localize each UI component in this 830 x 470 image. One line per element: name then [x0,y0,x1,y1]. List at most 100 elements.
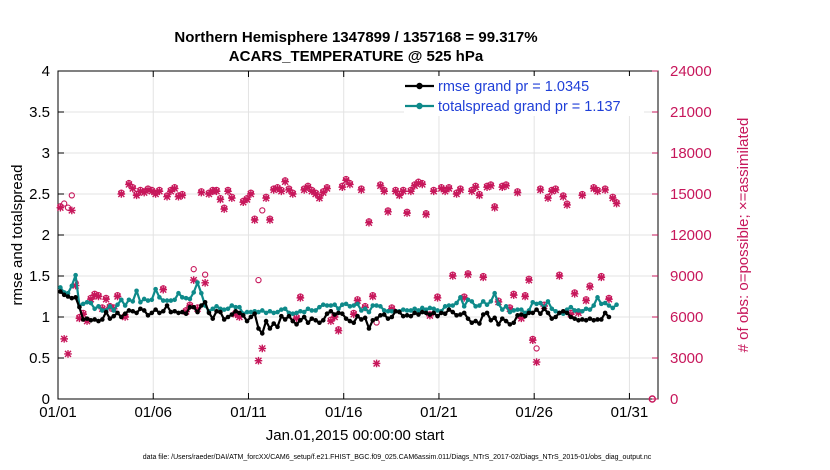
totalspread-point [343,301,349,307]
obs-assimilated-point [87,295,95,304]
totalspread-point [385,308,391,314]
rmse-point [96,318,101,324]
totalspread-point [442,304,448,309]
totalspread-point [553,308,558,314]
totalspread-point [461,304,467,309]
rmse-point [450,309,456,315]
obs-assimilated-point [155,187,164,196]
rmse-point [153,307,158,312]
footer-datafile: data file: /Users/raeder/DAI/ATM_forcXX/… [143,454,652,461]
rmse-point [480,312,486,317]
obs-assimilated-point [128,184,137,193]
rmse-point [324,311,330,317]
totalspread-point [99,308,105,313]
rmse-point [507,322,513,327]
rmse-point [579,317,585,322]
totalspread-point [275,309,280,315]
rmse-point [88,317,94,323]
y-tick-label: 2.5 [29,186,50,203]
totalspread-point [92,306,97,312]
obs-assimilated-point [216,195,225,204]
totalspread-point [404,308,410,313]
series-lines [58,272,619,336]
totalspread-point [218,306,223,312]
totalspread-point [530,299,536,305]
rmse-point [305,320,311,326]
obs-assimilated-point [163,192,171,201]
obs-assimilated-point [228,194,236,202]
obs-assimilated-point [327,317,335,325]
obs-assimilated-point [612,199,621,208]
totalspread-point [191,290,197,295]
obs-assimilated-point [570,289,579,298]
rmse-point [126,308,132,313]
obs-assimilated-point [407,187,415,196]
totalspread-point [96,304,101,309]
obs-assimilated-point [532,358,541,366]
totalspread-point [157,295,162,300]
y2-tick-label: 15000 [670,186,712,203]
rmse-point [336,310,341,316]
totalspread-point [507,309,513,315]
rmse-point [568,314,574,320]
obs-assimilated-point [475,191,484,200]
totalspread-point [515,307,520,312]
rmse-point [122,311,128,317]
y-tick-label: 3.5 [29,104,50,121]
totalspread-point [221,307,227,312]
totalspread-point [400,307,406,312]
legend-spread-marker [416,102,423,110]
totalspread-point [427,305,433,311]
totalspread-point [317,304,322,310]
rmse-point [256,326,261,331]
rmse-point [84,316,90,321]
obs-assimilated-point [338,183,347,191]
totalspread-point [519,307,524,312]
obs-assimilated-point [346,180,354,189]
obs-assimilated-point [555,272,564,280]
totalspread-point [324,303,330,308]
rmse-point [408,313,414,319]
totalspread-point [282,306,288,312]
totalspread-point [119,297,124,303]
rmse-point [206,310,212,316]
rmse-point [515,313,520,318]
obs-assimilated-point [90,291,99,299]
rmse-point [290,318,296,324]
totalspread-point [599,301,604,307]
rmse-point [103,309,109,315]
rmse-point [374,316,379,321]
obs-assimilated-point [212,187,221,196]
obs-assimilated-point [193,305,202,313]
obs-assimilated-point [422,210,430,219]
rmse-point [271,321,277,326]
rmse-point [347,318,353,324]
totalspread-point [492,290,497,296]
rmse-point [92,317,97,322]
rmse-point [534,307,539,312]
totalspread-point [160,298,166,303]
y-tick-label: 4 [42,63,50,80]
rmse-point [519,312,524,317]
rmse-point [141,308,147,313]
totalspread-point [164,298,170,303]
rmse-point [397,309,402,315]
totalspread-point [172,297,177,303]
totalspread-point [587,307,593,312]
rmse-point [332,312,337,317]
x-tick-label: 01/06 [134,404,172,421]
obs-assimilated-point [502,182,510,190]
obs-assimilated-point [601,186,609,194]
grid-lines [57,70,658,400]
totalspread-point [362,306,368,312]
rmse-point [355,313,360,319]
y2-tick-label: 9000 [670,268,703,285]
obs-assimilated-point [144,186,152,194]
obs-assimilated-point [159,285,168,294]
rmse-point [560,308,566,314]
rmse-point [435,313,440,319]
totalspread-point [419,305,425,311]
obs-assimilated-point [498,183,507,191]
rmse-point [157,310,162,316]
obs-assimilated-point [471,183,480,191]
